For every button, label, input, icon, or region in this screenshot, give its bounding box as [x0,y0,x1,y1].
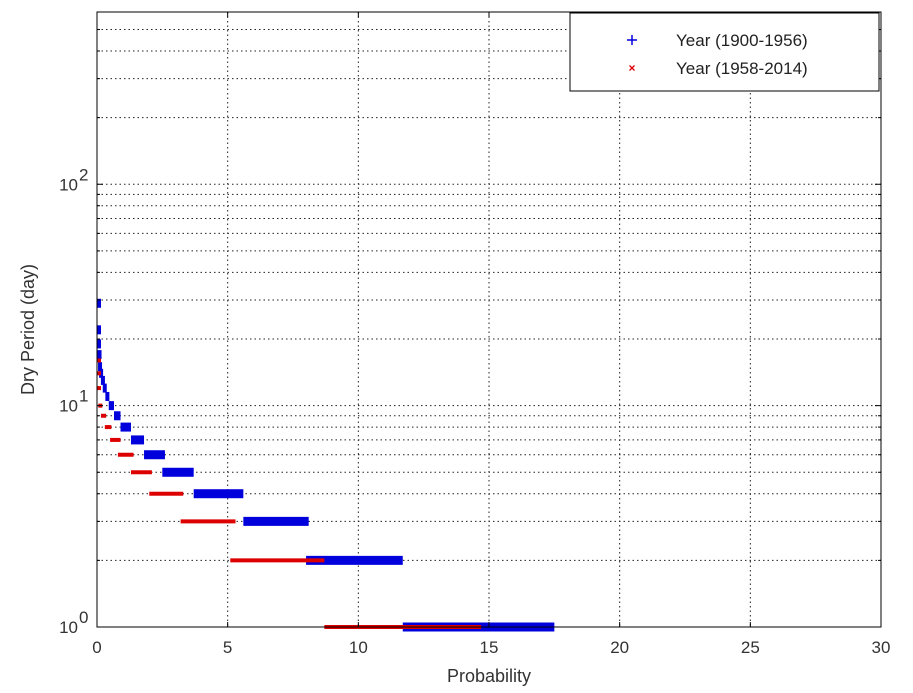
y-tick-label-exponent: 2 [79,165,88,184]
y-tick-label-base: 10 [59,397,78,416]
legend-label: Year (1900-1956) [676,31,808,50]
data-run [97,386,101,391]
x-tick-label: 10 [349,638,368,657]
x-tick-label: 25 [741,638,760,657]
data-run [104,425,112,430]
x-axis-label: Probability [447,666,531,686]
data-run [100,375,105,385]
data-run [120,422,131,432]
data-run [230,558,325,563]
data-run [306,555,403,565]
y-tick-label-base: 10 [59,618,78,637]
data-run [98,362,103,372]
data-run [97,371,101,376]
data-run [180,519,236,524]
data-run [105,391,110,401]
x-tick-label: 15 [480,638,499,657]
data-run [117,452,134,457]
grid [97,12,881,627]
y-axis-label: Dry Period (day) [18,264,38,395]
legend-box [569,12,880,92]
x-axis-ticks: 0 5 10 15 20 25 30 [92,12,890,657]
y-tick-label-base: 10 [59,175,78,194]
data-run [113,411,121,421]
legend-marker-x [629,65,635,71]
data-run [100,413,107,418]
y-tick-label-exponent: 0 [79,608,88,627]
data-run [99,368,104,378]
data-run [144,450,165,460]
data-run [130,435,145,445]
data-run [243,516,309,526]
legend-label: Year (1958-2014) [676,59,808,78]
x-tick-label: 30 [872,638,891,657]
data-run [97,325,101,335]
data-run [110,437,121,442]
data-run [102,383,107,393]
data-run [97,358,101,363]
legend: Year (1900-1956) Year (1958-2014) [569,12,880,92]
data-run [108,401,114,411]
y-tick-label-exponent: 1 [79,387,88,406]
data-run [97,298,101,308]
data-run [193,489,244,499]
x-tick-label: 0 [92,638,101,657]
data-run [149,491,184,496]
data-run [97,339,101,349]
data-run [162,467,194,477]
data-run [97,350,102,360]
x-tick-label: 5 [223,638,232,657]
x-tick-label: 20 [610,638,629,657]
data-run [130,470,152,475]
